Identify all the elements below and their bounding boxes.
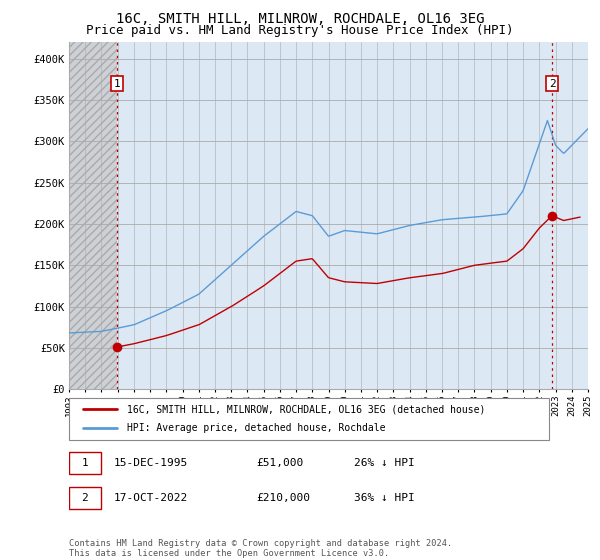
Text: 16C, SMITH HILL, MILNROW, ROCHDALE, OL16 3EG (detached house): 16C, SMITH HILL, MILNROW, ROCHDALE, OL16…	[127, 404, 485, 414]
Text: 2: 2	[549, 78, 556, 88]
FancyBboxPatch shape	[69, 398, 549, 440]
Text: 17-OCT-2022: 17-OCT-2022	[113, 493, 188, 503]
Text: 36% ↓ HPI: 36% ↓ HPI	[355, 493, 415, 503]
Text: 16C, SMITH HILL, MILNROW, ROCHDALE, OL16 3EG: 16C, SMITH HILL, MILNROW, ROCHDALE, OL16…	[116, 12, 484, 26]
Text: 2: 2	[82, 493, 88, 503]
Text: Contains HM Land Registry data © Crown copyright and database right 2024.
This d: Contains HM Land Registry data © Crown c…	[69, 539, 452, 558]
Text: 15-DEC-1995: 15-DEC-1995	[113, 458, 188, 468]
Text: 1: 1	[82, 458, 88, 468]
Text: £210,000: £210,000	[256, 493, 310, 503]
Bar	[69, 42, 117, 389]
Text: £51,000: £51,000	[256, 458, 303, 468]
Text: Price paid vs. HM Land Registry's House Price Index (HPI): Price paid vs. HM Land Registry's House …	[86, 24, 514, 36]
FancyBboxPatch shape	[69, 451, 101, 474]
Text: 1: 1	[113, 78, 121, 88]
Text: HPI: Average price, detached house, Rochdale: HPI: Average price, detached house, Roch…	[127, 423, 385, 433]
FancyBboxPatch shape	[69, 487, 101, 509]
Text: 26% ↓ HPI: 26% ↓ HPI	[355, 458, 415, 468]
